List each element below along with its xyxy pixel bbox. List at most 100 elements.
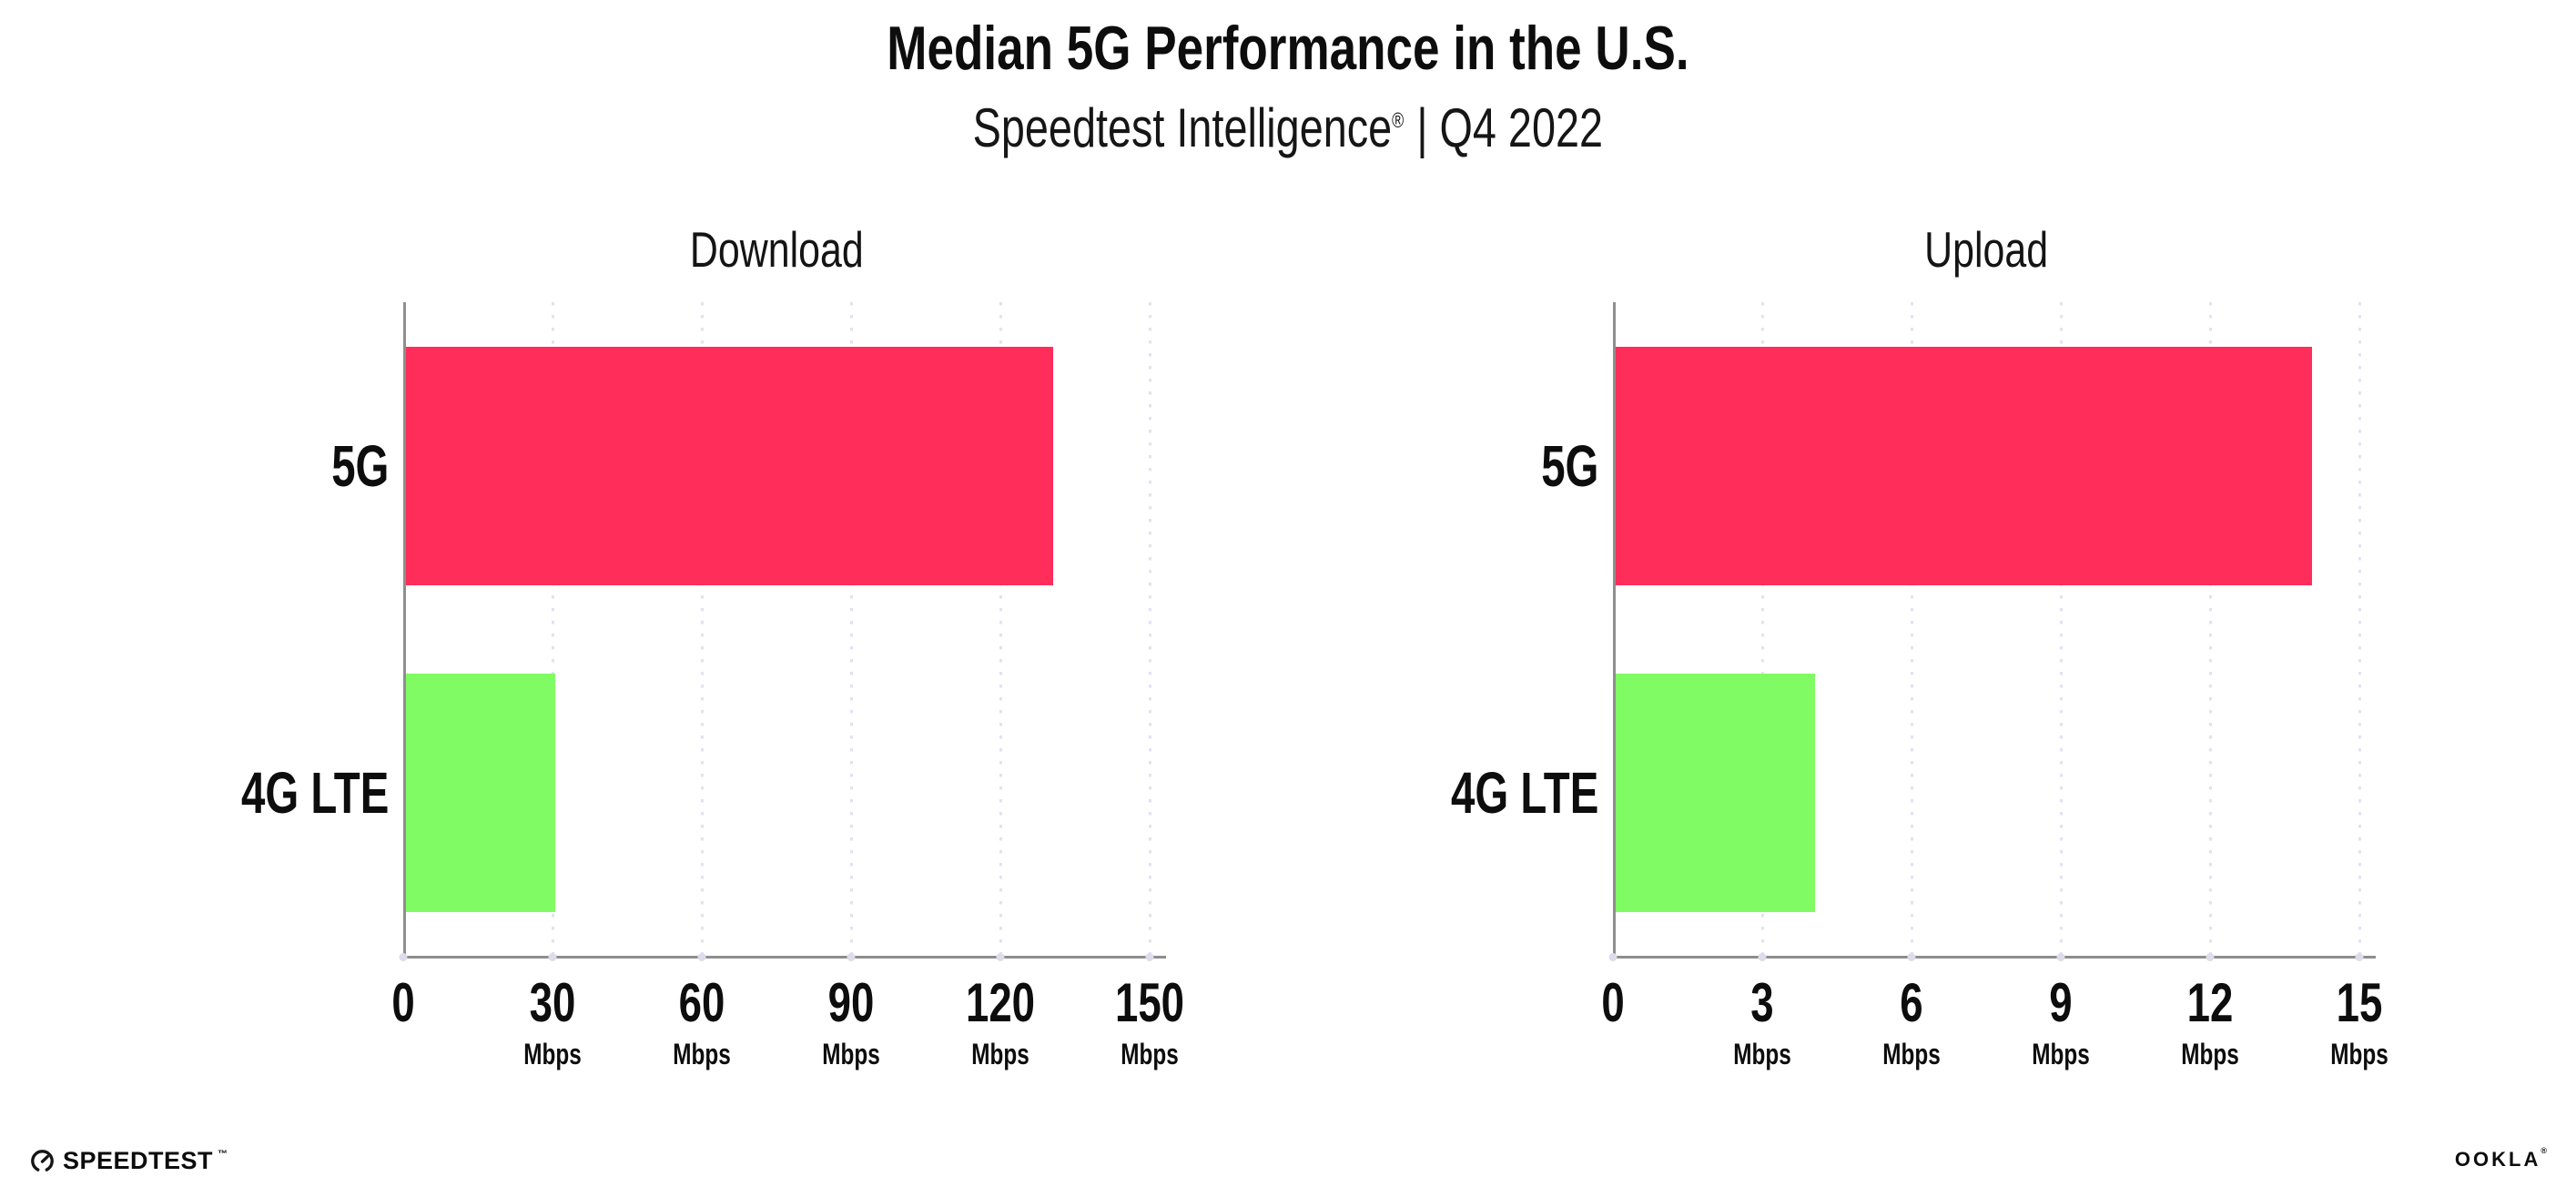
bar-4g-lte [1616, 673, 1815, 912]
trademark-icon: ™ [218, 1149, 228, 1160]
bar-row-5g: 5G [331, 302, 1150, 629]
tick-marker-dot [2056, 953, 2065, 961]
x-tick-value: 60 [678, 972, 725, 1033]
x-tick-value: 0 [391, 972, 415, 1033]
x-tick-unit: Mbps [673, 1038, 731, 1070]
x-tick-15: 15 Mbps [2321, 974, 2398, 1071]
gridline-12 [2208, 302, 2212, 956]
x-tick-value: 15 [2336, 972, 2383, 1033]
tick-marker-dot [548, 953, 557, 961]
gridline-15 [2358, 302, 2361, 956]
x-tick-value: 3 [1750, 972, 1774, 1033]
x-tick-content: 6 Mbps [1882, 974, 1940, 1071]
x-tick-content: 12 Mbps [2181, 974, 2238, 1071]
speedtest-wordmark: SPEEDTEST [63, 1147, 214, 1174]
bar-row-4g-lte: 4G LTE [1451, 629, 2359, 956]
page-title: Median 5G Performance in the U.S. [0, 15, 2576, 83]
x-tick-content: 0 [391, 974, 414, 1031]
x-tick-value: 90 [827, 972, 875, 1033]
download-chart-title: Download [689, 221, 864, 278]
tick-marker-dot [1758, 953, 1767, 961]
x-tick-150: 150 Mbps [1104, 974, 1195, 1071]
upload-chart-panel: Upload 5G 4G LTE 0 3 Mbps 6 Mbps 9 Mbps 12 Mbps 15… [1451, 222, 2388, 1070]
x-tick-value: 12 [2186, 972, 2234, 1033]
download-chart-panel: Download 5G 4G LTE 0 30 Mbps 60 Mbps 90 Mbps 120… [241, 222, 1184, 1070]
x-axis-ticks: 0 3 Mbps 6 Mbps 9 Mbps 12 Mbps 15 Mbps [1601, 974, 2388, 1083]
tick-marker-dot [697, 953, 706, 961]
tick-marker-dot [847, 953, 856, 961]
category-label-text: 4G LTE [1450, 759, 1598, 826]
tick-marker-dot [996, 953, 1005, 961]
x-tick-value: 6 [1900, 972, 1923, 1033]
tick-marker-dot [1907, 953, 1916, 961]
page-subtitle: Speedtest Intelligence® | Q4 2022 [0, 96, 2576, 159]
x-tick-value: 150 [1114, 972, 1185, 1033]
tick-marker-dot [2355, 953, 2364, 961]
x-tick-6: 6 Mbps [1873, 974, 1950, 1071]
x-axis-line [403, 956, 1166, 959]
gridline-60 [700, 302, 704, 956]
x-tick-unit: Mbps [1733, 1038, 1791, 1070]
bar-row-5g: 5G [1541, 302, 2359, 629]
x-tick-value: 120 [965, 972, 1036, 1033]
registered-trademark-icon: ® [2541, 1146, 2547, 1155]
bar-4g-lte [406, 673, 555, 912]
gridline-120 [999, 302, 1002, 956]
tick-marker-dot [1145, 953, 1154, 961]
subtitle-period: | Q4 2022 [1416, 97, 1604, 158]
plot-area: 5G 4G LTE [1451, 302, 2376, 961]
tick-marker-dot [1608, 953, 1618, 961]
category-label-5g: 5G [1521, 432, 1598, 500]
x-tick-unit: Mbps [1882, 1038, 1941, 1070]
category-label-4g-lte: 4G LTE [189, 759, 389, 827]
ookla-wordmark: OOKLA [2454, 1148, 2541, 1171]
category-label-5g: 5G [311, 432, 389, 500]
x-tick-0: 0 [1597, 974, 1628, 1031]
x-tick-value: 0 [1601, 972, 1625, 1033]
speedtest-logo: SPEEDTEST ™ [30, 1147, 228, 1175]
x-tick-0: 0 [388, 974, 418, 1031]
tick-marker-dot [399, 953, 408, 961]
x-tick-content: 120 Mbps [966, 974, 1035, 1071]
gridline-9 [2059, 302, 2063, 956]
category-label-text: 4G LTE [240, 759, 389, 826]
x-tick-content: 3 Mbps [1733, 974, 1790, 1071]
page-title-text: Median 5G Performance in the U.S. [887, 14, 1689, 83]
ookla-logo: OOKLA ® [2454, 1146, 2547, 1172]
x-tick-unit: Mbps [2181, 1038, 2239, 1070]
y-axis-line [403, 302, 406, 956]
x-tick-content: 60 Mbps [673, 974, 730, 1071]
y-axis-line [1613, 302, 1616, 956]
tick-marker-dot [2206, 953, 2215, 961]
x-tick-60: 60 Mbps [664, 974, 740, 1071]
gridline-150 [1148, 302, 1151, 956]
x-tick-12: 12 Mbps [2172, 974, 2248, 1071]
x-tick-90: 90 Mbps [813, 974, 889, 1071]
category-label-text: 5G [1540, 432, 1598, 499]
x-tick-content: 0 [1601, 974, 1624, 1031]
x-axis-line [1613, 956, 2376, 959]
x-tick-content: 30 Mbps [523, 974, 581, 1071]
gridline-6 [1910, 302, 1913, 956]
x-tick-unit: Mbps [523, 1038, 582, 1070]
x-tick-content: 9 Mbps [2032, 974, 2089, 1071]
category-label-text: 5G [330, 432, 389, 499]
x-tick-3: 3 Mbps [1724, 974, 1800, 1071]
x-tick-unit: Mbps [1121, 1038, 1179, 1070]
gridline-30 [551, 302, 554, 956]
speedtest-gauge-icon [31, 1150, 54, 1172]
x-tick-value: 9 [2049, 972, 2073, 1033]
x-tick-120: 120 Mbps [955, 974, 1046, 1071]
x-axis-ticks: 0 30 Mbps 60 Mbps 90 Mbps 120 Mbps 150 Mbps [391, 974, 1184, 1083]
gridline-3 [1760, 302, 1764, 956]
x-tick-unit: Mbps [2032, 1038, 2090, 1070]
x-tick-unit: Mbps [2330, 1038, 2388, 1070]
x-tick-unit: Mbps [822, 1038, 880, 1070]
upload-chart-title: Upload [1924, 221, 2048, 278]
subtitle-brand: Speedtest Intelligence [972, 97, 1393, 158]
x-tick-9: 9 Mbps [2023, 974, 2099, 1071]
bar-5g [406, 346, 1053, 585]
bar-5g [1616, 346, 2313, 585]
plot-area: 5G 4G LTE [241, 302, 1166, 961]
